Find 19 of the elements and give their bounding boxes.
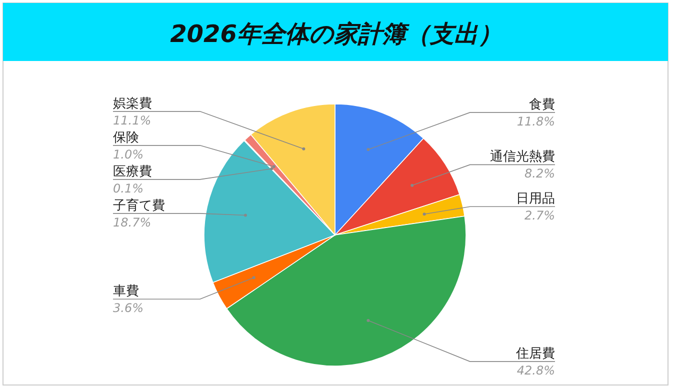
data-label: 11.1% [113, 113, 152, 128]
data-label: 1.0% [113, 147, 144, 162]
slice-label: 住居費 [515, 346, 555, 362]
slice-label: 医療費 [113, 164, 152, 180]
slice-label: 娯楽費 [113, 96, 152, 112]
slice-label: 日用品 [516, 192, 555, 207]
data-label: 18.7% [113, 215, 152, 230]
slice-label: 通信光熱費 [490, 150, 555, 165]
chart-title: 2026年全体の家計簿（支出） [170, 20, 502, 48]
slice-label: 子育て費 [113, 197, 165, 214]
data-label: 11.8% [516, 114, 555, 128]
data-label: 42.8% [516, 364, 555, 378]
data-label: 8.2% [524, 166, 555, 181]
data-label: 0.1% [113, 181, 144, 196]
slice-label: 保険 [113, 130, 139, 146]
slice-label: 車費 [113, 284, 139, 300]
slice-label: 食費 [529, 97, 555, 112]
data-label: 3.6% [113, 301, 144, 316]
data-label: 2.7% [524, 208, 555, 223]
